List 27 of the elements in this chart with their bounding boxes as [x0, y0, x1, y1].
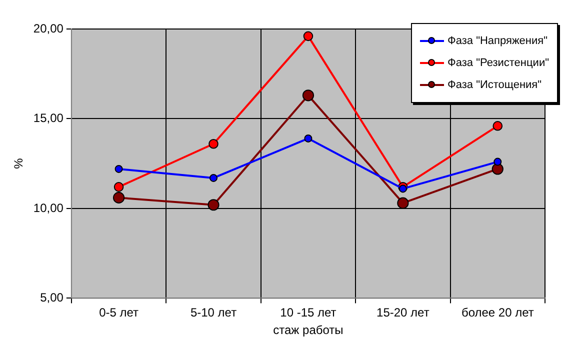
y-tick-label: 5,00 [40, 290, 64, 305]
legend-label: Фаза "Истощения" [448, 79, 542, 91]
point [210, 174, 218, 182]
point [398, 184, 407, 193]
point [397, 197, 409, 209]
x-tick-label: 5-10 лет [190, 306, 238, 320]
y-axis-title: % [12, 158, 26, 169]
point [303, 31, 314, 42]
y-tick-label: 20,00 [33, 21, 64, 36]
point [114, 164, 123, 173]
point [492, 121, 503, 131]
point [112, 192, 125, 204]
point [494, 158, 502, 166]
y-tick-label: 15,00 [33, 111, 64, 126]
x-tick-label: 15-20 лет [376, 306, 430, 320]
y-tick-label: 10,00 [33, 200, 64, 215]
point [302, 90, 314, 102]
point [208, 138, 218, 149]
legend-label: Фаза "Резистенции" [448, 57, 549, 69]
x-axis-title: стаж работы [273, 323, 344, 338]
x-tick-label: 0-5 лет [99, 306, 140, 320]
point [114, 182, 124, 192]
x-tick-label: более 20 лет [461, 306, 534, 320]
point [208, 199, 220, 211]
legend-label: Фаза "Напряжения" [448, 35, 548, 47]
x-tick-label: 10 -15 лет [280, 306, 337, 320]
point [304, 134, 312, 142]
